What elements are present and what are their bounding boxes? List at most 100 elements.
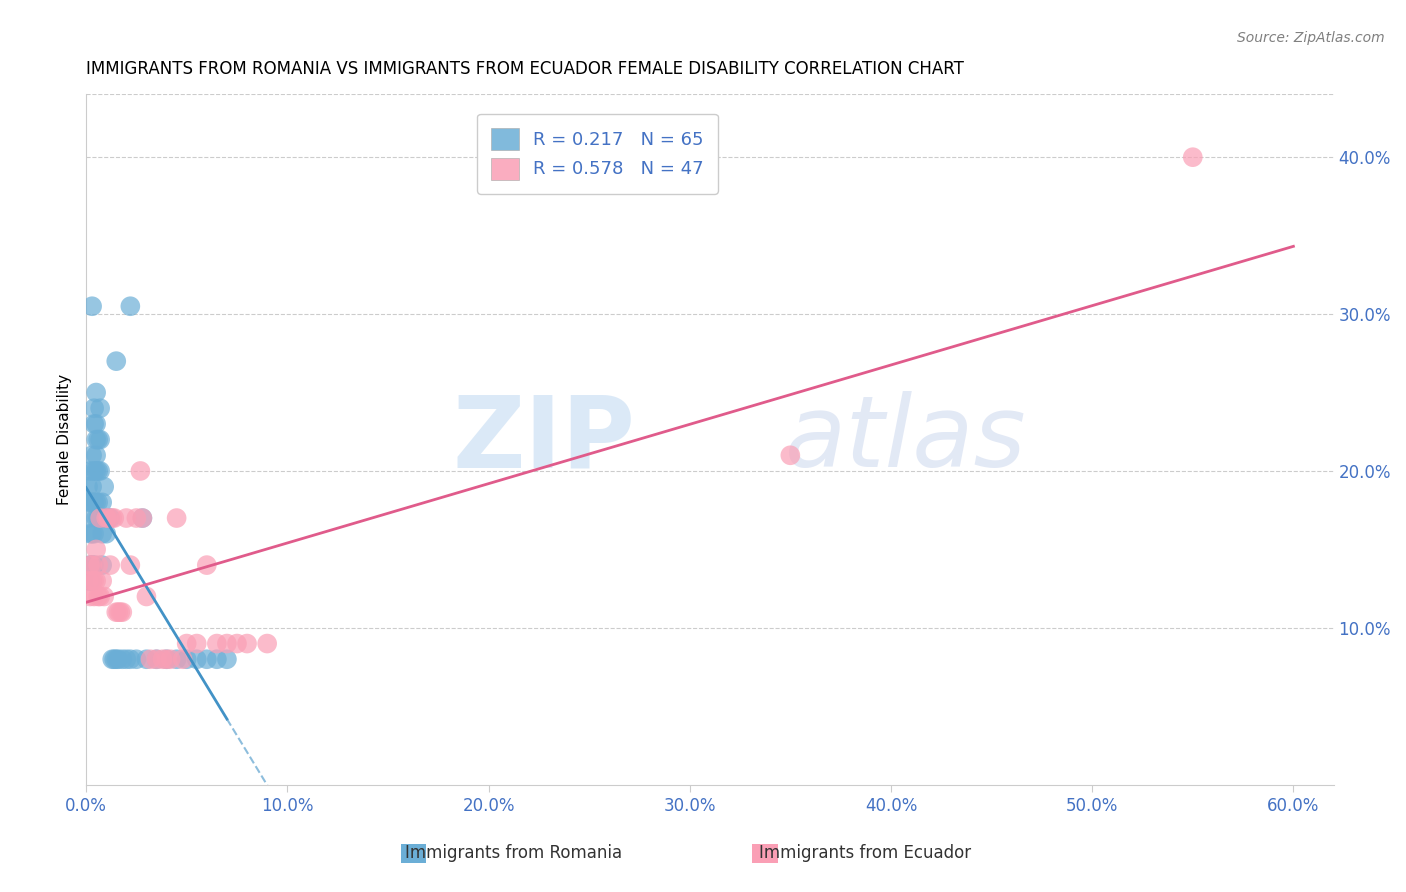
Point bbox=[125, 652, 148, 666]
Point bbox=[82, 558, 104, 573]
Point bbox=[87, 590, 110, 604]
Point bbox=[155, 652, 177, 666]
Point bbox=[91, 574, 114, 588]
Point bbox=[139, 652, 162, 666]
Point bbox=[205, 636, 228, 650]
Point bbox=[87, 558, 110, 573]
Point bbox=[84, 574, 107, 588]
Point bbox=[93, 480, 115, 494]
Point bbox=[79, 526, 101, 541]
Point bbox=[82, 448, 104, 462]
Point bbox=[110, 605, 132, 619]
Point bbox=[107, 605, 129, 619]
Point bbox=[176, 636, 198, 650]
Point bbox=[83, 464, 105, 478]
Text: Immigrants from Romania: Immigrants from Romania bbox=[405, 844, 621, 862]
Point bbox=[91, 495, 114, 509]
Point bbox=[84, 433, 107, 447]
Point bbox=[79, 558, 101, 573]
Point bbox=[131, 511, 153, 525]
Point bbox=[91, 558, 114, 573]
Point bbox=[84, 448, 107, 462]
Point bbox=[83, 401, 105, 416]
Point bbox=[111, 605, 134, 619]
Point bbox=[89, 433, 111, 447]
Point bbox=[135, 652, 157, 666]
Point bbox=[159, 652, 181, 666]
Point bbox=[166, 652, 188, 666]
Point bbox=[87, 495, 110, 509]
Point bbox=[83, 590, 105, 604]
Point bbox=[145, 652, 167, 666]
Point bbox=[82, 574, 104, 588]
Point bbox=[779, 448, 801, 462]
Point bbox=[98, 511, 121, 525]
Point bbox=[115, 511, 138, 525]
Point bbox=[120, 652, 142, 666]
Point bbox=[83, 558, 105, 573]
Point bbox=[226, 636, 249, 650]
Point bbox=[89, 464, 111, 478]
Point bbox=[129, 464, 152, 478]
Point bbox=[195, 652, 218, 666]
Point bbox=[77, 480, 100, 494]
Point bbox=[84, 417, 107, 431]
Point bbox=[1181, 150, 1204, 164]
Point bbox=[101, 652, 124, 666]
Point bbox=[145, 652, 167, 666]
Point bbox=[111, 652, 134, 666]
Point bbox=[105, 605, 128, 619]
Point bbox=[89, 511, 111, 525]
Point bbox=[97, 511, 120, 525]
Point bbox=[107, 652, 129, 666]
Point bbox=[215, 636, 238, 650]
Point bbox=[97, 511, 120, 525]
Point bbox=[103, 652, 125, 666]
Point bbox=[103, 511, 125, 525]
Point bbox=[131, 511, 153, 525]
Point bbox=[256, 636, 278, 650]
Text: IMMIGRANTS FROM ROMANIA VS IMMIGRANTS FROM ECUADOR FEMALE DISABILITY CORRELATION: IMMIGRANTS FROM ROMANIA VS IMMIGRANTS FR… bbox=[86, 60, 965, 78]
Y-axis label: Female Disability: Female Disability bbox=[58, 374, 72, 505]
Point bbox=[83, 526, 105, 541]
Point bbox=[83, 495, 105, 509]
Point bbox=[186, 652, 208, 666]
Point bbox=[105, 652, 128, 666]
Point bbox=[105, 354, 128, 368]
Point bbox=[135, 590, 157, 604]
Point bbox=[83, 417, 105, 431]
Point bbox=[82, 480, 104, 494]
Text: atlas: atlas bbox=[785, 391, 1026, 488]
Point bbox=[79, 590, 101, 604]
Point bbox=[84, 385, 107, 400]
Point bbox=[82, 526, 104, 541]
Point bbox=[87, 464, 110, 478]
Point bbox=[93, 590, 115, 604]
Point bbox=[125, 511, 148, 525]
Legend: R = 0.217   N = 65, R = 0.578   N = 47: R = 0.217 N = 65, R = 0.578 N = 47 bbox=[477, 114, 718, 194]
Point bbox=[82, 299, 104, 313]
Point bbox=[79, 464, 101, 478]
Point bbox=[89, 511, 111, 525]
Point bbox=[155, 652, 177, 666]
Text: Source: ZipAtlas.com: Source: ZipAtlas.com bbox=[1237, 31, 1385, 45]
Point bbox=[77, 574, 100, 588]
Point bbox=[96, 511, 118, 525]
Point bbox=[89, 590, 111, 604]
Point bbox=[96, 511, 118, 525]
Point bbox=[82, 574, 104, 588]
Point bbox=[215, 652, 238, 666]
Point bbox=[176, 652, 198, 666]
Point bbox=[89, 401, 111, 416]
Point bbox=[79, 558, 101, 573]
Point bbox=[87, 433, 110, 447]
Point bbox=[93, 511, 115, 525]
Point bbox=[98, 558, 121, 573]
Point bbox=[77, 511, 100, 525]
Point bbox=[236, 636, 259, 650]
Point bbox=[77, 574, 100, 588]
Point bbox=[84, 542, 107, 557]
Point bbox=[83, 574, 105, 588]
Point bbox=[84, 495, 107, 509]
Point bbox=[84, 464, 107, 478]
